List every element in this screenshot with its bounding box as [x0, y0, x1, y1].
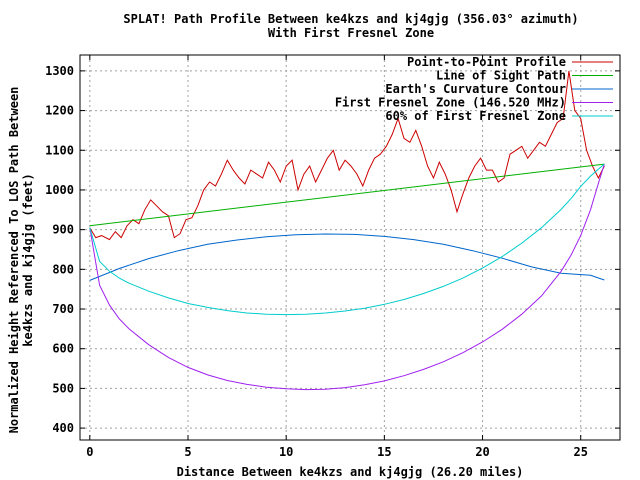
legend-label-line-of-sight-path: Line of Sight Path — [436, 69, 566, 83]
y-tick-label: 1000 — [45, 183, 74, 197]
plot-frame — [79, 54, 621, 441]
x-tick-label: 0 — [86, 445, 93, 459]
y-tick-label: 800 — [52, 262, 74, 276]
series-line-line-of-sight-path — [89, 163, 605, 227]
legend-label-earth-s-curvature-contour: Earth's Curvature Contour — [385, 82, 566, 96]
axis-ticks: 0 5 10 15 20 25 400 500 600 700 800 900 1000 1100 1200… — [45, 55, 620, 459]
legend-label-first-fresnel-zone-146-520-mhz: First Fresnel Zone (146.520 MHz) — [335, 96, 566, 110]
chart-subtitle: With First Fresnel Zone — [268, 26, 434, 40]
x-axis-label: Distance Between ke4kzs and kj4gjg (26.2… — [177, 465, 524, 479]
legend-label-60-of-first-fresnel-zone: 60% of First Fresnel Zone — [385, 109, 566, 123]
y-tick-label: 900 — [52, 223, 74, 237]
y-tick-label: 1300 — [45, 64, 74, 78]
series-layer — [89, 70, 605, 391]
x-tick-label: 20 — [475, 445, 489, 459]
series-line-point-to-point-profile — [89, 70, 605, 241]
x-tick-label: 10 — [279, 445, 293, 459]
x-tick-label: 25 — [574, 445, 588, 459]
series-line-60-of-first-fresnel-zone — [89, 163, 605, 316]
y-tick-label: 1100 — [45, 143, 74, 157]
series-line-first-fresnel-zone-146-520-mhz — [89, 163, 605, 391]
y-tick-label: 700 — [52, 302, 74, 316]
y-tick-label: 500 — [52, 381, 74, 395]
series-line-earth-s-curvature-contour — [89, 233, 605, 281]
x-tick-label: 5 — [184, 445, 191, 459]
legend-label-point-to-point-profile: Point-to-Point Profile — [407, 55, 566, 69]
y-tick-label: 1200 — [45, 104, 74, 118]
y-axis-label-line1: Normalized Height Referenced To LOS Path… — [7, 87, 21, 434]
grid-lines — [80, 55, 620, 440]
x-tick-label: 15 — [377, 445, 391, 459]
y-tick-label: 600 — [52, 342, 74, 356]
y-axis-label-line2: ke4kzs and kj4gjg (feet) — [21, 173, 35, 346]
chart-title: SPLAT! Path Profile Between ke4kzs and k… — [123, 12, 578, 26]
y-tick-label: 400 — [52, 421, 74, 435]
